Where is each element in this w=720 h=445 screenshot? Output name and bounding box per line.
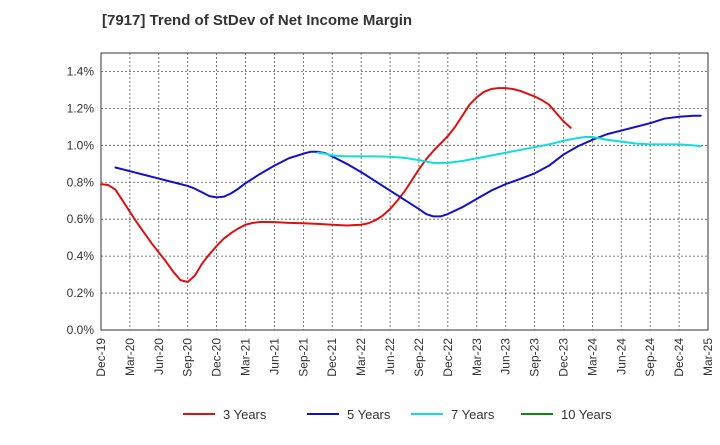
x-tick-label: Sep-20 bbox=[181, 338, 195, 377]
y-tick-label: 1.2% bbox=[67, 101, 95, 115]
legend: 3 Years 5 Years 7 Years 10 Years bbox=[183, 407, 612, 422]
series-line-5-years bbox=[114, 114, 702, 218]
x-tick-label: Mar-23 bbox=[470, 338, 484, 376]
y-tick-label: 1.4% bbox=[67, 64, 95, 78]
x-tick-label: Jun-20 bbox=[152, 338, 166, 375]
x-tick-label: Jun-22 bbox=[383, 338, 397, 375]
x-tick-label: Dec-21 bbox=[325, 338, 339, 377]
x-tick-label: Dec-19 bbox=[94, 338, 108, 377]
x-tick-label: Sep-24 bbox=[643, 338, 657, 377]
x-tick-label: Mar-21 bbox=[239, 338, 253, 376]
x-tick-label: Mar-24 bbox=[585, 338, 599, 376]
x-tick-label: Mar-25 bbox=[701, 338, 715, 376]
y-tick-label: 0.4% bbox=[67, 249, 95, 263]
legend-label-3-years: 3 Years bbox=[223, 407, 267, 422]
legend-label-5-years: 5 Years bbox=[347, 407, 391, 422]
y-tick-label: 0.6% bbox=[67, 212, 95, 226]
x-tick-label: Sep-22 bbox=[412, 338, 426, 377]
x-tick-label: Dec-24 bbox=[672, 338, 686, 377]
x-tick-label: Dec-20 bbox=[210, 338, 224, 377]
y-tick-label: 0.0% bbox=[67, 323, 95, 337]
chart-title: [7917] Trend of StDev of Net Income Marg… bbox=[102, 12, 413, 29]
y-tick-label: 1.0% bbox=[67, 138, 95, 152]
y-tick-label: 0.2% bbox=[67, 286, 95, 300]
x-tick-label: Mar-22 bbox=[354, 338, 368, 376]
legend-label-7-years: 7 Years bbox=[451, 407, 495, 422]
x-tick-label: Dec-22 bbox=[441, 338, 455, 377]
series-line-3-years bbox=[100, 87, 572, 283]
x-tick-label: Sep-21 bbox=[296, 338, 310, 377]
x-tick-label: Mar-20 bbox=[123, 338, 137, 376]
x-tick-label: Dec-23 bbox=[556, 338, 570, 377]
x-tick-label: Sep-23 bbox=[528, 338, 542, 377]
series-line-7-years bbox=[316, 136, 702, 164]
x-tick-label: Jun-21 bbox=[267, 338, 281, 375]
x-tick-label: Jun-24 bbox=[614, 338, 628, 375]
y-tick-label: 0.8% bbox=[67, 175, 95, 189]
axes: 0.0% 0.2% 0.4% 0.6% 0.8% 1.0% 1.2% 1.4% Dec-19 Ma… bbox=[67, 64, 715, 376]
x-tick-label: Jun-23 bbox=[499, 338, 513, 375]
series-lines bbox=[100, 87, 702, 283]
legend-label-10-years: 10 Years bbox=[561, 407, 612, 422]
